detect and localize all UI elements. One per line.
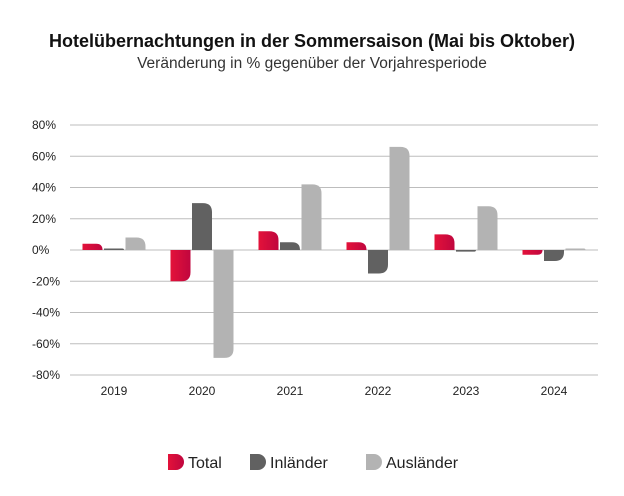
bar-total-2019 [82, 243, 103, 250]
bar-auslaender-2021 [301, 184, 322, 250]
bar-inlaender-2019 [104, 248, 124, 250]
legend-label-total: Total [188, 455, 222, 472]
x-axis-ticks: 2019 2020 2021 2022 2023 2024 [101, 384, 568, 398]
bar-total-2023 [434, 234, 455, 250]
y-tick-label: -40% [32, 306, 60, 320]
y-tick-label: 40% [32, 181, 56, 195]
legend-label-inlaender: Inländer [270, 455, 328, 472]
y-tick-label: -20% [32, 274, 60, 288]
chart-title: Hotelübernachtungen in der Sommersaison … [49, 31, 575, 51]
bar-auslaender-2022 [389, 146, 410, 250]
grid-lines [70, 124, 598, 376]
legend-swatch-auslaender [366, 454, 382, 470]
legend: Total Inländer Ausländer [168, 454, 459, 472]
bar-inlaender-2024 [544, 250, 564, 261]
legend-swatch-total [168, 454, 184, 470]
bar-inlaender-2023 [456, 250, 476, 252]
x-tick-label-2023: 2023 [453, 384, 480, 398]
y-tick-label: 0% [32, 243, 50, 257]
bar-auslaender-2024 [565, 248, 586, 250]
y-tick-label: 60% [32, 149, 56, 163]
bar-total-2020 [170, 250, 191, 282]
bar-total-2024 [522, 250, 543, 255]
chart-subtitle: Veränderung in % gegenüber der Vorjahres… [137, 55, 487, 72]
y-axis-ticks: 80% 60% 40% 20% 0% -20% -40% -60% -80% [32, 118, 60, 382]
bar-auslaender-2020 [213, 250, 234, 358]
y-tick-label: 20% [32, 212, 56, 226]
y-tick-label: -60% [32, 337, 60, 351]
bars [82, 146, 586, 358]
legend-label-auslaender: Ausländer [386, 455, 459, 472]
x-tick-label-2024: 2024 [541, 384, 568, 398]
bar-inlaender-2020 [192, 203, 212, 250]
y-tick-label: -80% [32, 368, 60, 382]
x-tick-label-2019: 2019 [101, 384, 128, 398]
bar-total-2021 [258, 231, 279, 250]
x-tick-label-2021: 2021 [277, 384, 304, 398]
bar-auslaender-2023 [477, 206, 498, 250]
bar-total-2022 [346, 242, 367, 250]
bar-inlaender-2021 [280, 242, 300, 250]
y-tick-label: 80% [32, 118, 56, 132]
x-tick-label-2022: 2022 [365, 384, 392, 398]
x-tick-label-2020: 2020 [189, 384, 216, 398]
bar-inlaender-2022 [368, 250, 388, 274]
bar-auslaender-2019 [125, 237, 146, 250]
legend-swatch-inlaender [250, 454, 266, 470]
